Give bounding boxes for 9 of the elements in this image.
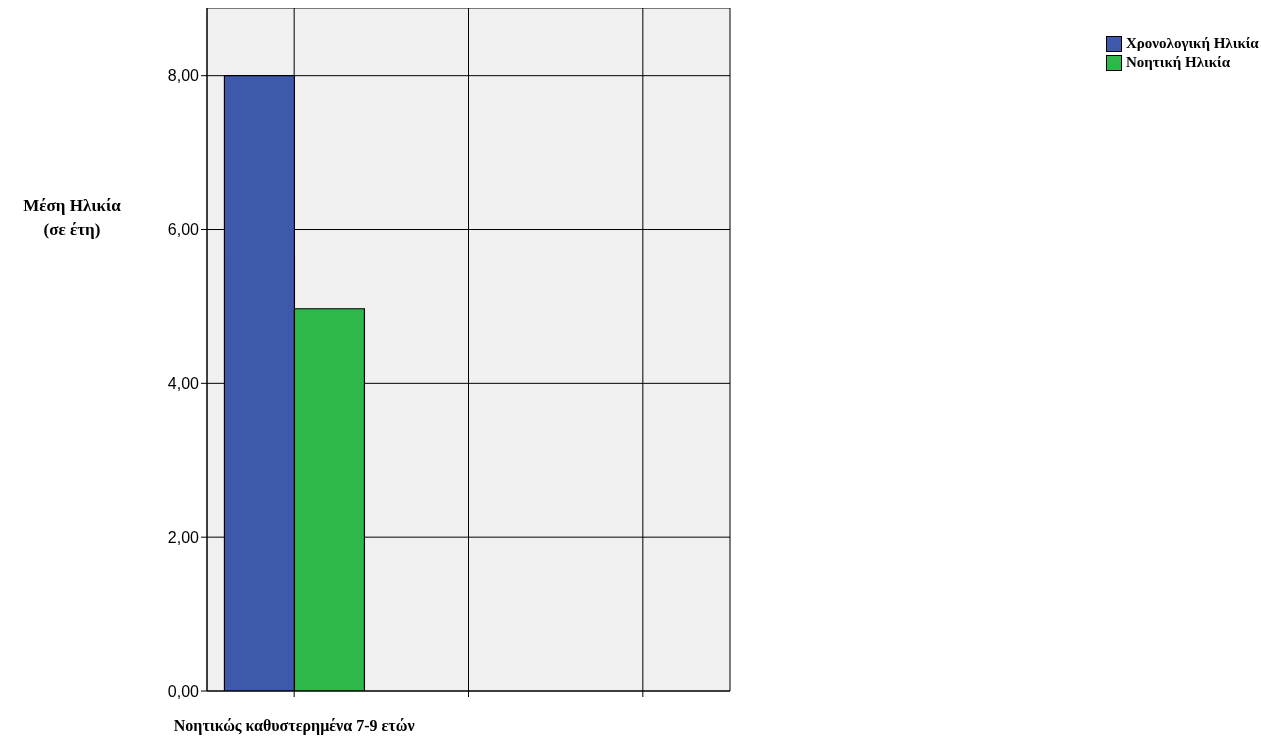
y-tick-label: 6,00 — [167, 221, 200, 239]
y-tick-label: 0,00 — [167, 682, 200, 700]
legend-label: Νοητική Ηλικία — [1126, 54, 1231, 71]
y-tick-label: 4,00 — [167, 375, 200, 393]
x-tick-label: Νοητικώς καθυστερημένα 7-9 ετών — [173, 717, 415, 735]
y-tick-label: 8,00 — [167, 67, 200, 85]
y-axis-title: Μέση Ηλικία (σε έτη) — [22, 195, 122, 241]
y-tick-label: 2,00 — [167, 528, 200, 546]
legend-label: Χρονολογική Ηλικία — [1126, 35, 1259, 52]
